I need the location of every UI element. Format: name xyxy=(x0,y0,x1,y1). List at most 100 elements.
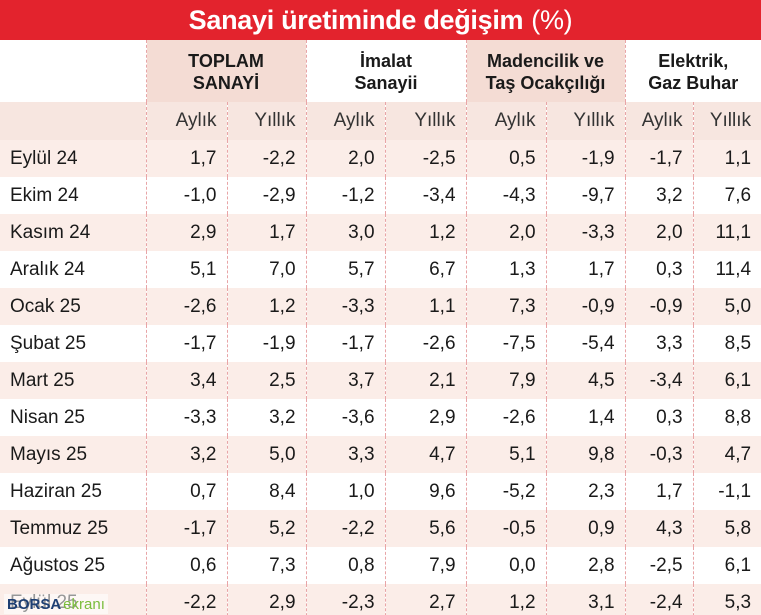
value-cell: 5,0 xyxy=(693,288,761,325)
table-row: Temmuz 25 -1,7 5,2 -2,2 5,6 -0,5 0,9 4,3 5,8 xyxy=(0,510,761,547)
value-cell: 1,7 xyxy=(146,140,228,177)
yearly-header: Yıllık xyxy=(385,102,467,140)
value-cell: -5,4 xyxy=(546,325,626,362)
row-label: Kasım 24 xyxy=(0,214,147,251)
value-cell: -3,6 xyxy=(306,399,386,436)
yearly-header: Yıllık xyxy=(546,102,626,140)
value-cell: 8,5 xyxy=(693,325,761,362)
value-cell: -2,4 xyxy=(625,584,694,615)
value-cell: 2,0 xyxy=(625,214,694,251)
value-cell: -1,7 xyxy=(146,510,228,547)
group-header-row: TOPLAM SANAYİ İmalat Sanayii Madencilik … xyxy=(0,40,761,102)
value-cell: -0,9 xyxy=(546,288,626,325)
value-cell: 2,9 xyxy=(385,399,467,436)
table-body: Eylül 24 1,7 -2,2 2,0 -2,5 0,5 -1,9 -1,7 1,1 Ekim… xyxy=(0,140,761,615)
value-cell: 3,2 xyxy=(625,177,694,214)
yearly-header: Yıllık xyxy=(227,102,307,140)
value-cell: 0,0 xyxy=(466,547,547,584)
value-cell: 6,7 xyxy=(385,251,467,288)
value-cell: 0,3 xyxy=(625,251,694,288)
value-cell: 3,3 xyxy=(625,325,694,362)
group-header-total: TOPLAM SANAYİ xyxy=(146,40,307,102)
monthly-header: Aylık xyxy=(306,102,386,140)
value-cell: 9,8 xyxy=(546,436,626,473)
value-cell: 2,0 xyxy=(306,140,386,177)
monthly-header: Aylık xyxy=(466,102,547,140)
value-cell: -2,6 xyxy=(466,399,547,436)
value-cell: 4,5 xyxy=(546,362,626,399)
value-cell: 1,7 xyxy=(227,214,307,251)
value-cell: -3,3 xyxy=(306,288,386,325)
table-row: Nisan 25 -3,3 3,2 -3,6 2,9 -2,6 1,4 0,3 8,8 xyxy=(0,399,761,436)
value-cell: 11,4 xyxy=(693,251,761,288)
value-cell: 6,1 xyxy=(693,547,761,584)
group-header-electricity: Elektrik, Gaz Buhar xyxy=(625,40,761,102)
value-cell: -2,2 xyxy=(146,584,228,615)
value-cell: 4,3 xyxy=(625,510,694,547)
value-cell: 1,7 xyxy=(546,251,626,288)
value-cell: 0,8 xyxy=(306,547,386,584)
value-cell: 11,1 xyxy=(693,214,761,251)
yearly-header: Yıllık xyxy=(693,102,761,140)
value-cell: -1,1 xyxy=(693,473,761,510)
watermark-suffix: ekranı xyxy=(63,595,105,613)
value-cell: -1,7 xyxy=(625,140,694,177)
value-cell: 5,0 xyxy=(227,436,307,473)
value-cell: 7,9 xyxy=(466,362,547,399)
row-label: Ocak 25 xyxy=(0,288,147,325)
value-cell: -3,3 xyxy=(146,399,228,436)
row-label: Mart 25 xyxy=(0,362,147,399)
value-cell: 3,3 xyxy=(306,436,386,473)
value-cell: 5,8 xyxy=(693,510,761,547)
value-cell: 1,2 xyxy=(385,214,467,251)
value-cell: -3,3 xyxy=(546,214,626,251)
table-row: Mayıs 25 3,2 5,0 3,3 4,7 5,1 9,8 -0,3 4,7 xyxy=(0,436,761,473)
value-cell: 4,7 xyxy=(385,436,467,473)
value-cell: 8,4 xyxy=(227,473,307,510)
value-cell: 1,4 xyxy=(546,399,626,436)
stub-subheader xyxy=(0,102,147,140)
value-cell: 5,3 xyxy=(693,584,761,615)
row-label: Temmuz 25 xyxy=(0,510,147,547)
row-label: Mayıs 25 xyxy=(0,436,147,473)
value-cell: 1,1 xyxy=(693,140,761,177)
title-main: Sanayi üretiminde değişim xyxy=(188,4,524,35)
value-cell: -3,4 xyxy=(625,362,694,399)
value-cell: 1,2 xyxy=(227,288,307,325)
value-cell: -2,5 xyxy=(625,547,694,584)
table-row: Ocak 25 -2,6 1,2 -3,3 1,1 7,3 -0,9 -0,9 5,0 xyxy=(0,288,761,325)
value-cell: 1,7 xyxy=(625,473,694,510)
value-cell: 7,3 xyxy=(466,288,547,325)
value-cell: 3,2 xyxy=(227,399,307,436)
value-cell: 2,3 xyxy=(546,473,626,510)
value-cell: -0,5 xyxy=(466,510,547,547)
value-cell: 9,6 xyxy=(385,473,467,510)
value-cell: 2,7 xyxy=(385,584,467,615)
watermark-brand: BORSA xyxy=(7,595,62,613)
value-cell: -0,9 xyxy=(625,288,694,325)
value-cell: 1,1 xyxy=(385,288,467,325)
table-row: Mart 25 3,4 2,5 3,7 2,1 7,9 4,5 -3,4 6,1 xyxy=(0,362,761,399)
table-row: Şubat 25 -1,7 -1,9 -1,7 -2,6 -7,5 -5,4 3,3 8,5 xyxy=(0,325,761,362)
value-cell: 7,6 xyxy=(693,177,761,214)
value-cell: 3,1 xyxy=(546,584,626,615)
value-cell: 7,0 xyxy=(227,251,307,288)
value-cell: 3,4 xyxy=(146,362,228,399)
value-cell: 0,5 xyxy=(466,140,547,177)
row-label: Ağustos 25 xyxy=(0,547,147,584)
value-cell: 2,1 xyxy=(385,362,467,399)
period-header-row: Aylık Yıllık Aylık Yıllık Aylık Yıllık A… xyxy=(0,102,761,140)
row-label: Ekim 24 xyxy=(0,177,147,214)
value-cell: 8,8 xyxy=(693,399,761,436)
value-cell: -2,3 xyxy=(306,584,386,615)
monthly-header: Aylık xyxy=(625,102,694,140)
row-label: Eylül 24 xyxy=(0,140,147,177)
value-cell: 2,5 xyxy=(227,362,307,399)
value-cell: -9,7 xyxy=(546,177,626,214)
value-cell: 2,0 xyxy=(466,214,547,251)
value-cell: -0,3 xyxy=(625,436,694,473)
value-cell: 2,9 xyxy=(146,214,228,251)
value-cell: -2,6 xyxy=(385,325,467,362)
value-cell: 4,7 xyxy=(693,436,761,473)
value-cell: 5,1 xyxy=(466,436,547,473)
